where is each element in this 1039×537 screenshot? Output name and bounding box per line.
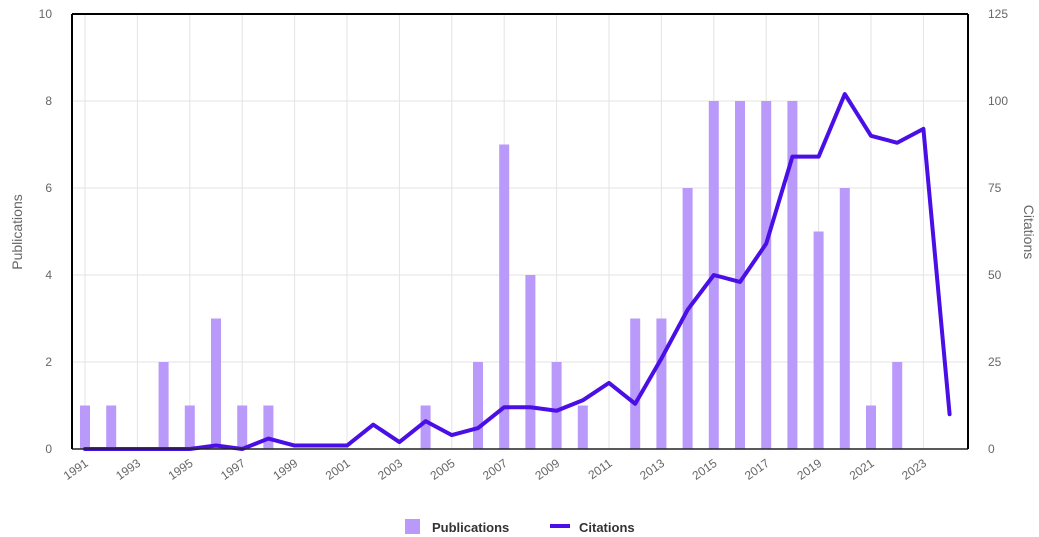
bar-publications-2013 <box>656 318 667 449</box>
bar-publications-1997 <box>237 405 248 449</box>
y-axis-ticks: 0 2 4 6 8 10 <box>39 7 53 456</box>
y2-tick-label: 75 <box>988 181 1002 195</box>
bar-publications-2010 <box>577 405 588 449</box>
x-tick-label: 2007 <box>480 456 510 483</box>
bar-publications-2006 <box>473 362 483 449</box>
y2-axis-ticks: 0 25 50 75 100 125 <box>988 7 1008 456</box>
bar-publications-1991 <box>80 405 90 449</box>
grid <box>72 13 968 450</box>
y2-tick-label: 125 <box>988 7 1008 21</box>
x-tick-label: 1993 <box>113 456 143 483</box>
legend-publications-swatch <box>405 519 420 534</box>
legend-publications-label: Publications <box>432 520 509 535</box>
bar-publications-2016 <box>735 101 745 449</box>
x-tick-label: 2001 <box>323 456 353 483</box>
x-tick-label: 2013 <box>637 456 667 483</box>
bar-publications-2021 <box>866 405 876 449</box>
x-tick-label: 2003 <box>375 456 405 483</box>
bar-publications-2004 <box>420 405 431 449</box>
bar-publications-2012 <box>630 318 641 449</box>
y-axis-title: Publications <box>9 194 25 270</box>
legend: Publications Citations <box>405 519 635 535</box>
y2-tick-label: 25 <box>988 355 1002 369</box>
bar-publications-2020 <box>839 188 850 449</box>
x-tick-label: 1997 <box>218 456 248 483</box>
x-tick-label: 1999 <box>270 456 300 483</box>
bar-publications-1998 <box>263 405 274 449</box>
y2-tick-label: 100 <box>988 94 1008 108</box>
citations-line <box>83 92 952 451</box>
y-tick-label: 10 <box>39 7 53 21</box>
x-tick-label: 2015 <box>690 456 720 483</box>
x-tick-label: 2019 <box>794 456 824 483</box>
bar-publications-1995 <box>184 405 195 449</box>
y-tick-label: 0 <box>45 442 52 456</box>
x-tick-label: 1995 <box>166 456 196 483</box>
y2-tick-label: 50 <box>988 268 1002 282</box>
bar-publications-1992 <box>106 405 117 449</box>
bar-publications-2017 <box>761 101 772 449</box>
x-tick-label: 2017 <box>742 456 772 483</box>
x-tick-label: 2011 <box>586 456 615 482</box>
legend-citations-swatch <box>550 524 570 528</box>
legend-citations-label: Citations <box>579 520 635 535</box>
bar-publications-2009 <box>551 362 562 449</box>
x-tick-label: 2023 <box>899 456 929 483</box>
bar-publications-2018 <box>787 101 798 449</box>
x-tick-label: 2005 <box>428 456 458 483</box>
x-tick-label: 2021 <box>847 456 877 483</box>
bar-publications-2014 <box>682 188 693 449</box>
y-tick-label: 6 <box>45 181 52 195</box>
y2-tick-label: 0 <box>988 442 995 456</box>
bar-publications-1996 <box>211 318 221 449</box>
y-tick-label: 2 <box>45 355 52 369</box>
bar-publications-1994 <box>158 362 169 449</box>
y-tick-label: 8 <box>45 94 52 108</box>
x-axis-ticks: 1991 1993 1995 1997 1999 2001 2003 2005 2007 2009… <box>61 456 930 483</box>
bar-publications-2007 <box>499 144 510 449</box>
bar-publications-2022 <box>892 362 903 449</box>
y-tick-label: 4 <box>45 268 52 282</box>
y2-axis-title: Citations <box>1021 205 1037 259</box>
bar-publications-2019 <box>813 231 824 449</box>
x-tick-label: 1991 <box>61 456 91 483</box>
axes <box>71 13 969 450</box>
bar-publications-2008 <box>525 275 536 449</box>
x-tick-label: 2009 <box>532 456 562 483</box>
